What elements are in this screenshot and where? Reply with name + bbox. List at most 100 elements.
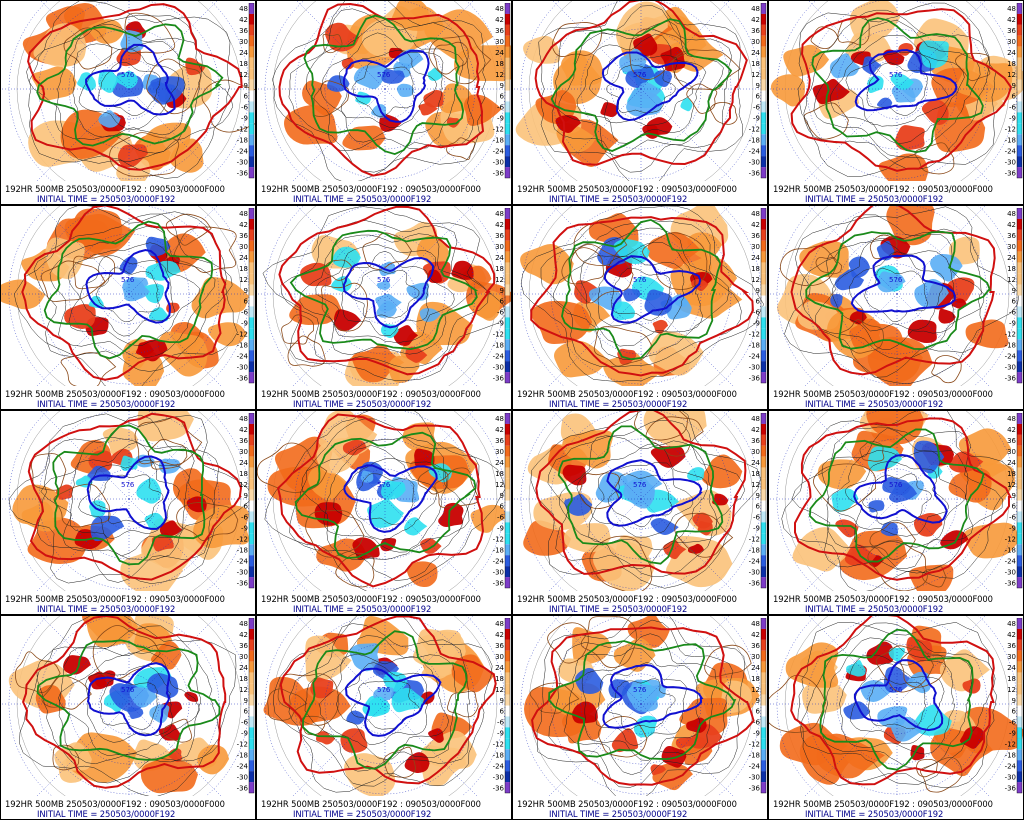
colorbar-tick-label: 30	[239, 243, 248, 251]
colorbar-tick-label: 36	[1007, 642, 1016, 650]
colorbar-tick-label: -6	[753, 104, 761, 112]
warm-anomaly-blob	[563, 523, 611, 553]
blue-contour	[854, 49, 958, 112]
red-contour	[534, 1, 748, 166]
colorbar-swatch	[249, 727, 254, 739]
colorbar-swatch	[1017, 262, 1022, 274]
colorbar-tick-label: 24	[751, 49, 760, 57]
cold-anomaly-blob	[574, 668, 604, 695]
map-svg: 576	[513, 616, 767, 796]
colorbar: 48 42 36 30 24 18 12 9 6 -6 -9 -12 -18 -24 -30 -36	[493, 208, 511, 384]
colorbar-swatch	[249, 555, 254, 567]
colorbar-swatch	[505, 134, 510, 146]
colorbar-swatch	[1017, 101, 1022, 113]
colorbar-tick-label: 12	[495, 481, 504, 489]
colorbar-tick-label: 36	[239, 232, 248, 240]
contour-label: 576	[633, 686, 647, 694]
red-contour	[790, 8, 1013, 172]
colorbar-swatch	[505, 533, 510, 545]
colorbar-tick-label: 24	[495, 49, 504, 57]
colorbar-swatch	[505, 306, 510, 318]
coastlines	[257, 442, 479, 588]
warm-anomaly-core	[938, 308, 956, 324]
blue-contour	[86, 662, 171, 737]
colorbar-tick-label: 48	[495, 415, 504, 423]
colorbar-swatch	[249, 639, 254, 651]
colorbar-tick-label: -18	[237, 546, 248, 554]
colorbar-tick-label: -9	[753, 525, 760, 533]
blue-contour	[850, 254, 956, 313]
colorbar-swatch	[1017, 240, 1022, 252]
colorbar-tick-label: -6	[241, 104, 249, 112]
warm-anomaly-blob	[603, 351, 663, 386]
colorbar-tick-label: 42	[239, 221, 248, 229]
green-contour	[36, 639, 221, 761]
map-panel: 576 48 42 36 30 24 18 12 9 6 -6 -9 -12 -18 -24 -30 -36 19…	[768, 615, 1024, 820]
colorbar-swatch	[249, 46, 254, 58]
colorbar-tick-label: -18	[237, 751, 248, 759]
colorbar-tick-label: 9	[244, 492, 248, 500]
colorbar-tick-label: -36	[493, 374, 505, 382]
map-panel: 576 48 42 36 30 24 18 12 9 6 -6 -9 -12 -18 -24 -30 -36 19…	[256, 410, 512, 615]
colorbar-tick-label: -24	[237, 352, 249, 360]
initial-time-caption: INITIAL TIME = 250503/0000F192	[549, 604, 688, 614]
colorbar-swatch	[505, 101, 510, 113]
forecast-caption: 192HR 500MB 250503/0000F192 : 090503/000…	[261, 799, 481, 809]
map-svg: 576	[1, 411, 255, 591]
colorbar-tick-label: 9	[1012, 82, 1016, 90]
warm-anomaly-core	[650, 764, 666, 776]
forecast-caption: 192HR 500MB 250503/0000F192 : 090503/000…	[261, 184, 481, 194]
colorbar-swatch	[1017, 577, 1022, 588]
map-panel: 576 48 42 36 30 24 18 12 9 6 -6 -9 -12 -18 -24 -30 -36 19…	[0, 410, 256, 615]
warm-anomaly-blob	[137, 411, 194, 442]
colorbar-swatch	[761, 361, 766, 373]
colorbar: 48 42 36 30 24 18 12 9 6 -6 -9 -12 -18 -24 -30 -36	[1005, 413, 1023, 589]
height-contours	[264, 411, 506, 591]
colorbar-swatch	[761, 134, 766, 146]
colorbar-tick-label: -12	[749, 331, 760, 339]
colorbar-swatch	[249, 577, 254, 588]
colorbar-swatch	[249, 749, 254, 761]
colorbar-swatch	[761, 46, 766, 58]
initial-time-caption: INITIAL TIME = 250503/0000F192	[37, 809, 176, 819]
colorbar-tick-label: -24	[493, 557, 505, 565]
colorbar-swatch	[505, 208, 510, 219]
contour-label: 576	[889, 481, 903, 489]
colorbar-tick-label: 30	[1007, 653, 1016, 661]
blue-contour	[344, 667, 442, 737]
colorbar-swatch	[249, 782, 254, 793]
colorbar-swatch	[761, 771, 766, 783]
cold-anomaly-blob	[396, 83, 415, 98]
warm-anomaly-core	[652, 319, 669, 334]
height-contours	[781, 411, 1014, 591]
green-contour	[548, 640, 737, 761]
map-svg: 576	[257, 616, 511, 796]
colorbar-swatch	[1017, 434, 1022, 446]
cold-anomaly-blob	[332, 246, 361, 268]
warm-anomaly-core	[959, 726, 985, 749]
colorbar-swatch	[505, 284, 510, 296]
colorbar-tick-label: -18	[1005, 751, 1016, 759]
colorbar-swatch	[1017, 727, 1022, 739]
colorbar-tick-label: -6	[241, 309, 249, 317]
cold-anomaly-blob	[127, 706, 144, 720]
cold-anomaly-blob	[115, 71, 139, 89]
cold-anomaly-blob	[687, 467, 705, 481]
warm-anomaly-core	[333, 309, 362, 332]
initial-time-caption: INITIAL TIME = 250503/0000F192	[293, 194, 432, 204]
warm-anomaly-blob	[140, 752, 198, 794]
colorbar-swatch	[761, 229, 766, 241]
colorbar-tick-label: 9	[500, 697, 504, 705]
cold-anomaly-shading	[829, 40, 949, 110]
colorbar-swatch	[249, 57, 254, 69]
colorbar-swatch	[761, 413, 766, 424]
colorbar-tick-label: -9	[753, 730, 760, 738]
forecast-caption: 192HR 500MB 250503/0000F192 : 090503/000…	[261, 389, 481, 399]
cold-anomaly-blob	[349, 643, 380, 672]
colorbar-swatch	[249, 650, 254, 662]
red-contour	[278, 2, 485, 177]
colorbar-swatch	[761, 478, 766, 490]
colorbar-swatch	[505, 716, 510, 728]
colorbar-tick-label: -6	[753, 719, 761, 727]
colorbar-swatch	[505, 350, 510, 362]
